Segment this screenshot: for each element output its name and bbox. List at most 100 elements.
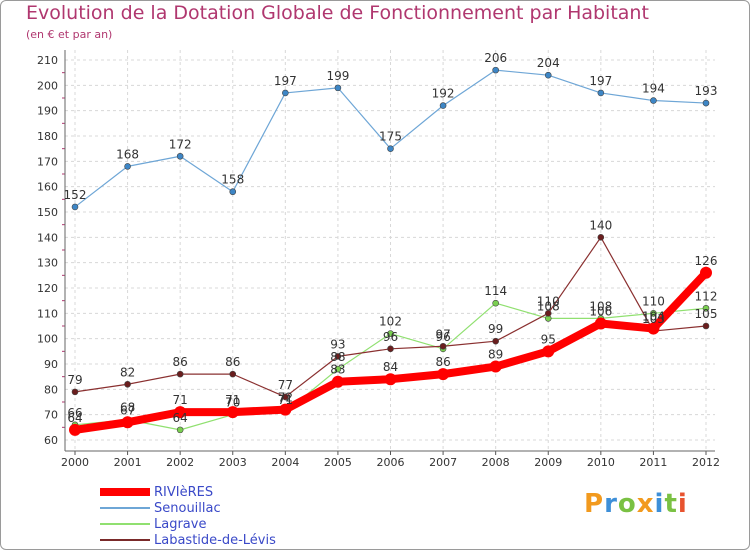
data-label: 158: [221, 173, 244, 187]
data-point: [702, 322, 710, 330]
data-label: 140: [589, 218, 612, 232]
data-point: [334, 365, 342, 373]
data-point: [121, 416, 134, 429]
data-point: [174, 406, 187, 419]
data-label: 77: [278, 378, 293, 392]
y-tick-label: 180: [37, 130, 58, 143]
data-point: [439, 342, 447, 350]
y-tick-label: 150: [37, 206, 58, 219]
data-label: 168: [116, 147, 139, 161]
x-tick-label: 2002: [166, 456, 194, 469]
x-tick-label: 2004: [271, 456, 299, 469]
data-point: [282, 393, 289, 401]
data-point: [334, 84, 342, 92]
legend-swatch: [100, 523, 150, 525]
x-tick-label: 2001: [114, 456, 142, 469]
legend-label: Senouillac: [154, 500, 221, 516]
data-label: 88: [330, 350, 345, 364]
data-point: [176, 152, 184, 160]
data-point: [387, 330, 394, 337]
data-point: [650, 310, 657, 317]
data-label: 103: [642, 312, 665, 326]
data-label: 206: [484, 51, 507, 65]
data-label: 71: [225, 393, 240, 407]
data-label: 66: [67, 406, 82, 420]
x-tick-label: 2009: [534, 456, 562, 469]
data-label: 70: [225, 396, 240, 410]
data-point: [437, 368, 450, 381]
data-label: 89: [488, 348, 503, 362]
x-tick-label: 2007: [429, 456, 457, 469]
y-tick-label: 130: [37, 257, 58, 270]
y-tick-label: 100: [37, 333, 58, 346]
data-point: [387, 145, 394, 152]
y-tick-label: 170: [37, 155, 58, 168]
data-point: [544, 310, 552, 317]
data-point: [489, 360, 502, 373]
y-tick-label: 160: [37, 181, 58, 194]
x-tick-label: 2008: [482, 456, 510, 469]
data-point: [492, 66, 499, 74]
data-point: [492, 299, 499, 307]
data-point: [69, 423, 81, 436]
y-tick-label: 190: [37, 105, 58, 118]
data-label: 204: [537, 56, 560, 70]
data-point: [71, 388, 79, 396]
chart-title: Evolution de la Dotation Globale de Fonc…: [26, 2, 649, 24]
x-tick-label: 2010: [587, 456, 615, 469]
legend-label: Labastide-de-Lévis: [154, 532, 276, 548]
data-point: [176, 370, 184, 378]
data-point: [279, 403, 292, 416]
data-label: 71: [173, 393, 188, 407]
chart-subtitle: (en € et par an): [26, 28, 113, 41]
data-label: 71: [278, 393, 293, 407]
legend: RIVIèRES Senouillac Lagrave Labastide-de-Lé…: [100, 484, 276, 548]
data-label: 79: [67, 373, 82, 387]
data-label: 193: [695, 84, 718, 98]
data-point: [229, 370, 237, 378]
data-label: 197: [589, 74, 612, 88]
data-label: 106: [589, 304, 612, 318]
y-tick-label: 210: [37, 54, 58, 67]
legend-label: RIVIèRES: [154, 484, 214, 500]
x-tick-label: 2005: [324, 456, 352, 469]
data-label: 96: [435, 330, 450, 344]
data-point: [650, 97, 657, 104]
data-label: 64: [67, 411, 82, 425]
data-label: 68: [120, 401, 135, 415]
data-point: [597, 89, 605, 97]
data-label: 72: [278, 391, 293, 405]
data-label: 82: [120, 365, 135, 379]
legend-swatch: [100, 539, 150, 541]
legend-item: Labastide-de-Lévis: [100, 532, 276, 548]
data-label: 67: [120, 403, 135, 417]
data-point: [331, 375, 344, 388]
data-point: [229, 188, 237, 196]
x-tick-label: 2006: [377, 456, 405, 469]
data-point: [334, 353, 342, 360]
data-label: 93: [330, 337, 345, 351]
data-label: 112: [695, 289, 718, 303]
data-point: [594, 317, 607, 330]
legend-swatch: [100, 507, 150, 509]
x-tick-label: 2011: [639, 456, 667, 469]
data-label: 194: [642, 82, 665, 96]
data-point: [226, 406, 239, 419]
data-point: [387, 345, 394, 353]
data-label: 99: [488, 322, 503, 336]
data-point: [542, 345, 555, 358]
data-point: [71, 203, 79, 211]
data-label: 126: [695, 254, 718, 268]
data-label: 199: [326, 69, 349, 83]
data-label: 86: [173, 355, 188, 369]
y-tick-label: 120: [37, 282, 58, 295]
data-point: [544, 71, 552, 79]
data-label: 64: [173, 411, 188, 425]
data-label: 105: [695, 307, 718, 321]
data-point: [282, 89, 289, 97]
data-label: 110: [537, 294, 560, 308]
data-point: [597, 234, 605, 241]
data-label: 152: [64, 188, 87, 202]
data-label: 96: [383, 330, 398, 344]
